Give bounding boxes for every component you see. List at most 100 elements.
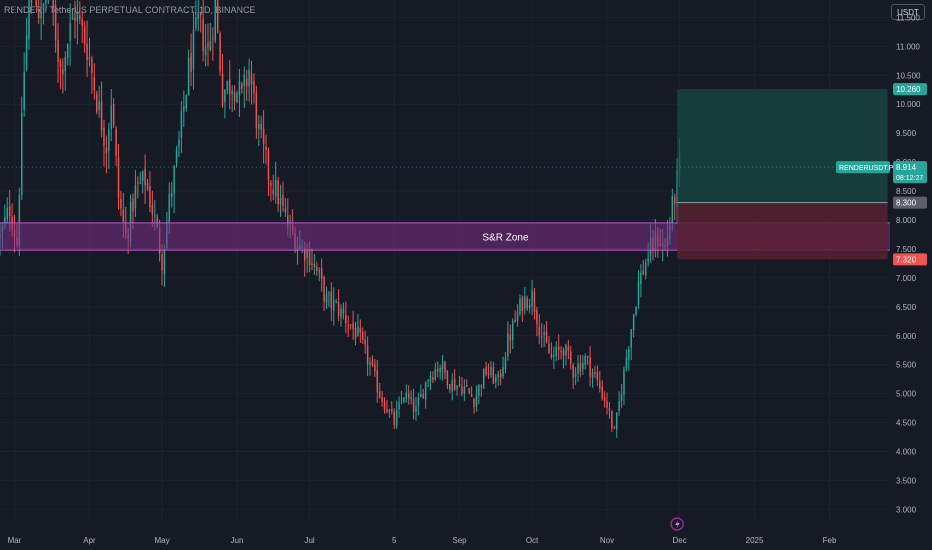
price-label-text: 7.320 [896,255,917,264]
candle-body [362,332,364,341]
candle-body [533,292,536,313]
candle-body [342,308,345,314]
candle-body [323,277,325,301]
candle-body [526,298,528,309]
y-tick-label: 8.500 [896,187,917,196]
candle-body [219,33,221,72]
candle-body [345,314,347,324]
candle-body [366,345,369,365]
candle-body [352,322,354,329]
candle-body [284,208,287,213]
candle-body [333,300,335,312]
candle-body [195,17,197,28]
candle-body [71,17,74,20]
candle-body [640,272,642,284]
candle-body [129,201,132,241]
candle-body [674,196,676,204]
chart-title: RENDER / TetherUS PERPETUAL CONTRACT, 1D… [4,5,256,15]
candle-body [376,370,379,393]
candle-body [245,78,248,86]
candle-body [74,17,76,21]
y-tick-label: 3.500 [896,476,917,485]
y-tick-label: 9.500 [896,129,917,138]
candle-body [562,350,565,356]
candle-body [175,150,178,164]
candle-body [100,101,103,131]
candle-body [473,398,475,408]
candle-body [183,106,185,112]
candle-body [475,394,478,407]
x-tick-label: Sep [452,536,467,545]
candle-body [325,294,328,303]
candle-body [258,123,260,129]
candle-body [238,80,241,96]
candle-body [628,349,630,360]
candle-body [231,90,233,95]
candle-body [330,292,333,309]
candle-body [398,402,400,410]
candle-body [611,411,613,429]
candle-body [540,336,543,338]
currency-button[interactable]: USDT [891,4,925,20]
candle-body [6,207,9,220]
y-tick-label: 8.000 [896,216,917,225]
candle-body [139,182,142,184]
candle-body [105,147,108,154]
candle-body [601,386,603,399]
stop-zone[interactable] [677,202,888,260]
candle-body [422,394,424,399]
candle-body [8,206,11,217]
candle-body [415,406,417,413]
candle-body [279,198,282,205]
candle-body [451,380,454,392]
candle-body [555,347,557,357]
candle-body [543,332,545,336]
candle-body [308,248,311,265]
target-zone[interactable] [677,89,888,203]
candle-body [596,372,599,380]
candle-body [141,170,144,181]
candle-body [582,362,584,370]
candle-body [495,376,497,382]
candle-body [536,310,538,325]
candle-body [490,367,492,375]
candle-body [59,60,62,67]
candle-body [499,373,502,378]
candle-body [449,384,451,390]
candle-body [625,357,628,369]
candle-body [25,35,28,69]
candle-body [42,3,45,11]
candle-body [608,408,611,411]
candle-body [209,41,212,51]
candle-body [241,83,243,89]
candle-body [236,92,238,103]
candle-body [187,57,190,96]
candle-body [79,15,81,19]
candle-body [91,58,93,74]
candle-body [482,369,485,389]
candle-body [311,263,313,266]
candle-body [458,384,461,386]
candle-body [18,194,21,247]
candle-body [456,385,458,390]
candle-body [567,346,570,351]
candle-body [303,247,306,261]
candle-body [117,157,120,198]
candle-body [255,92,258,129]
candle-body [212,37,214,39]
candle-body [620,394,623,401]
candle-body [381,397,383,403]
candle-body [502,367,504,377]
candle-body [574,373,577,377]
candle-body [243,74,246,87]
candle-body [579,363,582,372]
candle-body [432,377,434,380]
candle-body [436,368,439,372]
candle-body [30,0,33,3]
candle-body [270,182,272,186]
lightning-icon[interactable] [670,517,684,531]
candle-body [531,289,533,307]
candle-body [565,344,567,356]
